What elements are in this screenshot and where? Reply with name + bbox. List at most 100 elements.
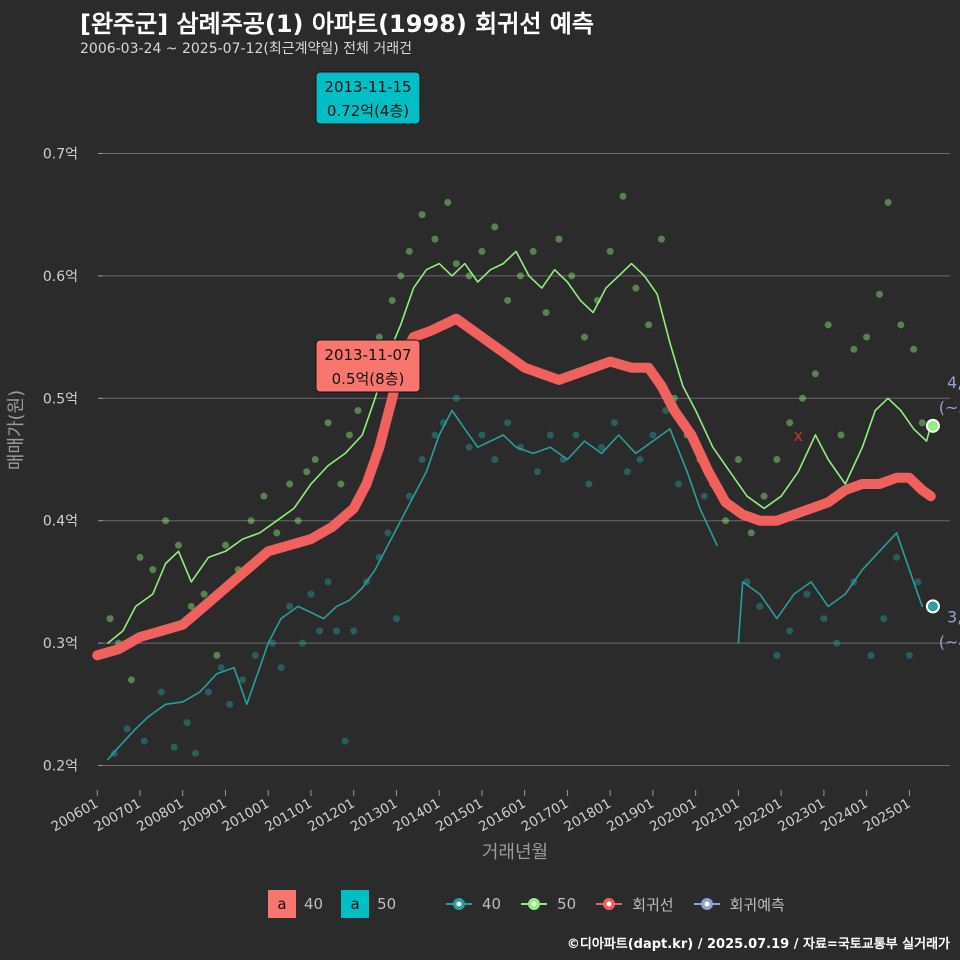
scatter-point-50 [786,419,794,427]
legend-item-box-50: a 50 [341,890,396,918]
scatter-point-50 [811,370,819,378]
scatter-point-40 [384,529,392,537]
scatter-point-50 [657,235,665,243]
scatter-point-50 [884,198,892,206]
x-tick-label: 201901 [604,796,657,836]
scatter-points [106,192,926,757]
y-tick-label: 0.3억 [43,636,78,652]
scatter-point-50 [760,492,768,500]
scatter-point-50 [397,272,405,280]
y-tick-label: 0.2억 [43,759,78,775]
scatter-point-50 [478,247,486,255]
scatter-point-50 [632,284,640,292]
scatter-point-50 [354,407,362,415]
scatter-point-40 [833,639,841,647]
scatter-point-40 [598,443,606,451]
scatter-point-50 [405,247,413,255]
scatter-point-40 [251,651,259,659]
legend-label: 50 [377,895,397,913]
scatter-point-50 [174,541,182,549]
scatter-point-50 [273,529,281,537]
legend-key-box: a [341,890,370,918]
legend-boxes: a 40 a 50 [268,890,414,918]
end-point-marker [925,599,940,614]
scatter-point-50 [568,272,576,280]
scatter-point-50 [213,651,221,659]
x-tick-label: 201301 [348,796,401,836]
legend-label: 회귀예측 [729,895,785,914]
scatter-point-50 [127,676,135,684]
scatter-point-50 [773,455,781,463]
scatter-point-40 [239,676,247,684]
scatter-point-50 [606,247,614,255]
scatter-point-50 [375,333,383,341]
scatter-point-50 [324,419,332,427]
legend-item-line-forecast: 회귀예측 [692,890,785,918]
scatter-point-50 [504,296,512,304]
scatter-point-40 [623,468,631,476]
scatter-point-40 [333,627,341,635]
x-tick-label: 200801 [134,796,187,836]
scatter-point-40 [478,431,486,439]
series-line-s40 [107,409,718,761]
y-tick-label: 0.5억 [43,391,78,407]
x-tick-label: 201101 [262,796,315,836]
scatter-point-50 [247,517,255,525]
legend-item-line-trend: 회귀선 [594,890,674,918]
x-tick-label: 201401 [391,796,444,836]
scatter-point-50 [529,247,537,255]
scatter-point-50 [200,590,208,598]
x-axis-ticks: 2006012007012008012009012010012011012012… [49,790,913,836]
scatter-point-40 [140,737,148,745]
scatter-point-40 [350,627,358,635]
grid-lines [103,152,950,767]
scatter-point-50 [187,602,195,610]
scatter-point-50 [221,541,229,549]
x-tick-label: 202401 [818,796,871,836]
scatter-point-40 [392,615,400,623]
y-tick-label: 0.4억 [43,514,78,530]
scatter-point-40 [893,553,901,561]
scatter-point-40 [298,639,306,647]
scatter-point-40 [905,651,913,659]
annotation-date: 2013-11-15 [324,78,411,96]
cancel-mark: x [794,426,803,445]
chart-subtitle: 2006-03-24 ~ 2025-07-12(최근계약일) 전체 거래건 [80,41,412,57]
scatter-point-50 [850,345,858,353]
scatter-point-50 [799,394,807,402]
legend-item-line-40: 40 [444,890,501,918]
scatter-point-50 [837,431,845,439]
annotation-date: 2013-11-07 [324,346,411,364]
x-tick-label: 200701 [91,796,144,836]
scatter-point-40 [786,627,794,635]
end-value-label: 4,775 [947,373,960,392]
x-tick-label: 201201 [305,796,358,836]
x-tick-label: 201701 [519,796,572,836]
scatter-point-50 [294,517,302,525]
x-tick-label: 201801 [562,796,615,836]
scatter-point-40 [465,443,473,451]
scatter-point-50 [910,345,918,353]
scatter-point-40 [452,394,460,402]
scatter-point-40 [636,455,644,463]
scatter-point-50 [286,480,294,488]
scatter-point-50 [260,492,268,500]
scatter-point-40 [572,431,580,439]
scatter-point-50 [897,321,905,329]
scatter-point-50 [555,235,563,243]
legend-label: 50 [557,895,577,913]
scatter-point-50 [491,223,499,231]
x-tick-label: 201001 [220,796,273,836]
scatter-point-40 [316,627,324,635]
end-value-label: 3,300 [947,607,960,626]
series-line-s50 [107,250,932,644]
scatter-point-50 [863,333,871,341]
y-tick-label: 0.6억 [43,269,78,285]
x-tick-label: 202301 [775,796,828,836]
scatter-point-40 [123,725,131,733]
scatter-point-50 [516,272,524,280]
scatter-point-40 [880,615,888,623]
y-axis-ticks: 0.2억 0.3억 0.4억 0.5억 0.6억 0.7억 [43,146,103,775]
scatter-point-50 [918,419,926,427]
